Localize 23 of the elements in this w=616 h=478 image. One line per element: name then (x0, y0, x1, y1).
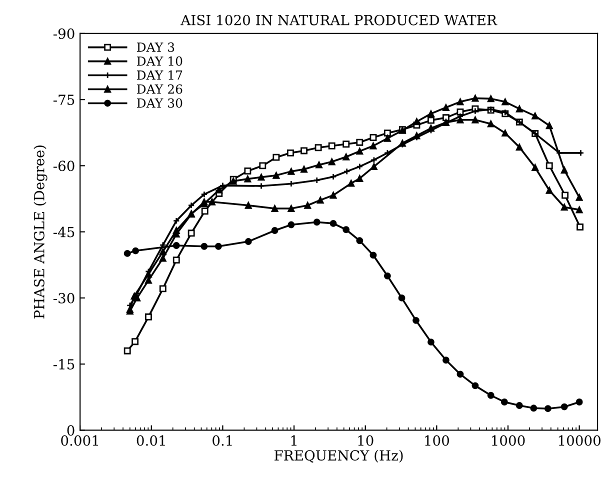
x-tick-label: 10000 (558, 435, 600, 446)
x-axis-title: FREQUENCY (Hz) (274, 450, 403, 463)
x-tick-label: 0.001 (61, 435, 98, 446)
y-tick-label: -75 (53, 94, 74, 106)
y-tick-label: 0 (67, 425, 74, 436)
y-tick-label: -30 (53, 292, 74, 304)
legend-label: DAY 30 (137, 98, 182, 108)
y-tick-label: -45 (53, 226, 74, 238)
y-tick-label: -60 (53, 160, 74, 172)
x-tick-label: 0.1 (212, 435, 232, 446)
x-tick-label: 100 (425, 435, 450, 446)
legend-label: DAY 3 (137, 42, 174, 52)
legend-label: DAY 10 (137, 56, 182, 66)
y-tick-label: -90 (53, 28, 74, 39)
y-axis-title: PHASE ANGLE (Degree) (34, 146, 48, 318)
x-tick-label: 1000 (492, 435, 525, 446)
x-tick-label: 0.01 (136, 435, 165, 446)
x-tick-label: 1 (291, 435, 296, 446)
chart-title: AISI 1020 IN NATURAL PRODUCED WATER (180, 14, 498, 26)
legend-label: DAY 17 (137, 70, 182, 80)
y-tick-label: -15 (53, 359, 74, 370)
legend-label: DAY 26 (137, 84, 182, 94)
x-tick-label: 10 (358, 435, 374, 446)
